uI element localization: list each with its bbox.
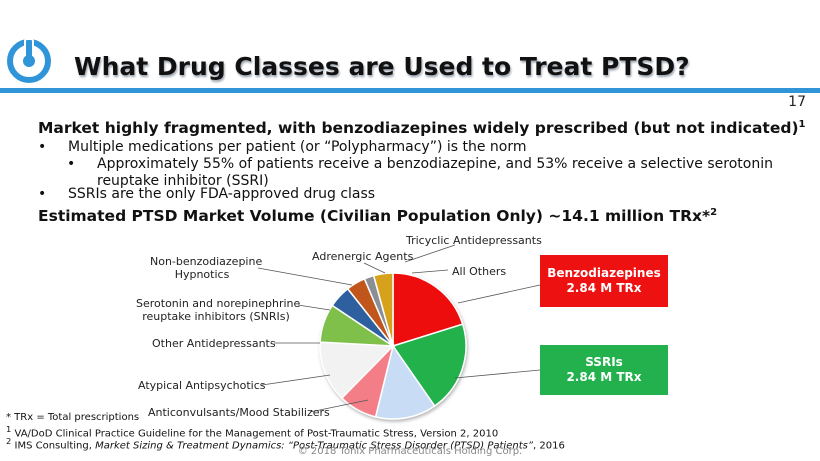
- chart-heading: Estimated PTSD Market Volume (Civilian P…: [38, 207, 717, 225]
- callout-ssri-value: 2.84 M TRx: [566, 370, 642, 384]
- leader-line-adrenergic: [363, 262, 386, 274]
- bullet-1: • Multiple medications per patient (or “P…: [38, 139, 527, 156]
- slide-title: What Drug Classes are Used to Treat PTSD…: [74, 52, 690, 81]
- leader-line-ssri: [454, 369, 541, 379]
- pie-slice-other-antidepressants: [319, 341, 395, 400]
- page-number: 17: [788, 94, 806, 110]
- label-adrenergic: Adrenergic Agents: [312, 250, 414, 263]
- chart-heading-footnote-ref: 2: [710, 207, 718, 218]
- label-all-others: All Others: [452, 265, 507, 278]
- headline: Market highly fragmented, with benzodiaz…: [38, 119, 806, 137]
- bullet-3: • SSRIs are the only FDA-approved drug cl…: [38, 186, 376, 203]
- pie-slice-all-others: [372, 272, 394, 347]
- label-snri-line2: reuptake inhibitors (SNRIs): [142, 310, 290, 323]
- footnote-2-marker: 2: [6, 436, 12, 446]
- bullet-2-cont: reuptake inhibitor (SSRI): [97, 173, 269, 190]
- label-snri: Serotonin and norepinephrine reuptake inh…: [136, 297, 301, 323]
- label-nonbenzo-line2: Hypnotics: [174, 268, 230, 281]
- callout-benzo-name: Benzodiazepines: [547, 266, 661, 280]
- title-divider: [0, 88, 820, 93]
- label-nonbenzo: Non-benzodiazepine Hypnotics: [150, 255, 263, 281]
- leader-line-tricyclic: [404, 244, 456, 263]
- leader-line-benzo: [457, 284, 541, 304]
- bullet-2: • Approximately 55% of patients receive a…: [67, 156, 773, 173]
- pie-slice-anticonvulsants: [374, 344, 436, 420]
- callout-benzo-value: 2.84 M TRx: [566, 281, 642, 295]
- label-atypical: Atypical Antipsychotics: [138, 379, 266, 392]
- callout-benzodiazepines: Benzodiazepines 2.84 M TRx: [540, 255, 668, 307]
- leader-line-all-others: [411, 269, 449, 274]
- footnote-2: 2 IMS Consulting, Market Sizing & Treatm…: [6, 436, 565, 451]
- bullet-marker: •: [38, 139, 47, 155]
- leader-line-anticonv: [309, 399, 369, 413]
- callout-ssris: SSRIs 2.84 M TRx: [540, 345, 668, 395]
- label-anticonv: Anticonvulsants/Mood Stabilizers: [148, 406, 330, 419]
- headline-footnote-ref: 1: [798, 119, 806, 130]
- bullet-marker: •: [38, 186, 47, 202]
- callout-ssri-name: SSRIs: [585, 355, 623, 369]
- pie-slice-ssris: [391, 323, 467, 408]
- footnote-2-pre: IMS Consulting,: [11, 440, 96, 452]
- bullet-marker: •: [67, 156, 76, 172]
- label-tricyclic: Tricyclic Antidepressants: [406, 234, 542, 247]
- headline-text: Market highly fragmented, with benzodiaz…: [38, 119, 799, 138]
- footnote-2-title: Market Sizing & Treatment Dynamics: “Pos…: [95, 440, 534, 452]
- footnote-1: 1 VA/DoD Clinical Practice Guideline for…: [6, 424, 498, 439]
- footnote-2-post: , 2016: [533, 440, 565, 452]
- bullet-text: Approximately 55% of patients receive a …: [97, 156, 773, 172]
- bullet-text: Multiple medications per patient (or “Po…: [68, 139, 527, 155]
- footnote-trx: * TRx = Total prescriptions: [6, 412, 140, 423]
- chart-heading-text: Estimated PTSD Market Volume (Civilian P…: [38, 207, 711, 226]
- label-snri-line1: Serotonin and norepinephrine: [136, 297, 301, 310]
- bullet-text: SSRIs are the only FDA-approved drug cla…: [68, 186, 376, 202]
- bullet-text: reuptake inhibitor (SSRI): [97, 173, 269, 189]
- footnote-1-text: VA/DoD Clinical Practice Guideline for t…: [11, 428, 499, 440]
- pie-slice-benzodiazepines: [392, 272, 464, 348]
- tonix-logo-icon: [7, 38, 51, 83]
- leader-line-snri: [297, 304, 331, 311]
- label-nonbenzo-line1: Non-benzodiazepine: [150, 255, 263, 268]
- leader-line-nonbenzo: [257, 267, 353, 286]
- leader-line-atypical: [261, 374, 331, 386]
- copyright: © 2018 Tonix Pharmaceuticals Holding Cor…: [297, 446, 523, 457]
- footnote-1-marker: 1: [6, 424, 12, 434]
- label-other-ad: Other Antidepressants: [152, 337, 276, 350]
